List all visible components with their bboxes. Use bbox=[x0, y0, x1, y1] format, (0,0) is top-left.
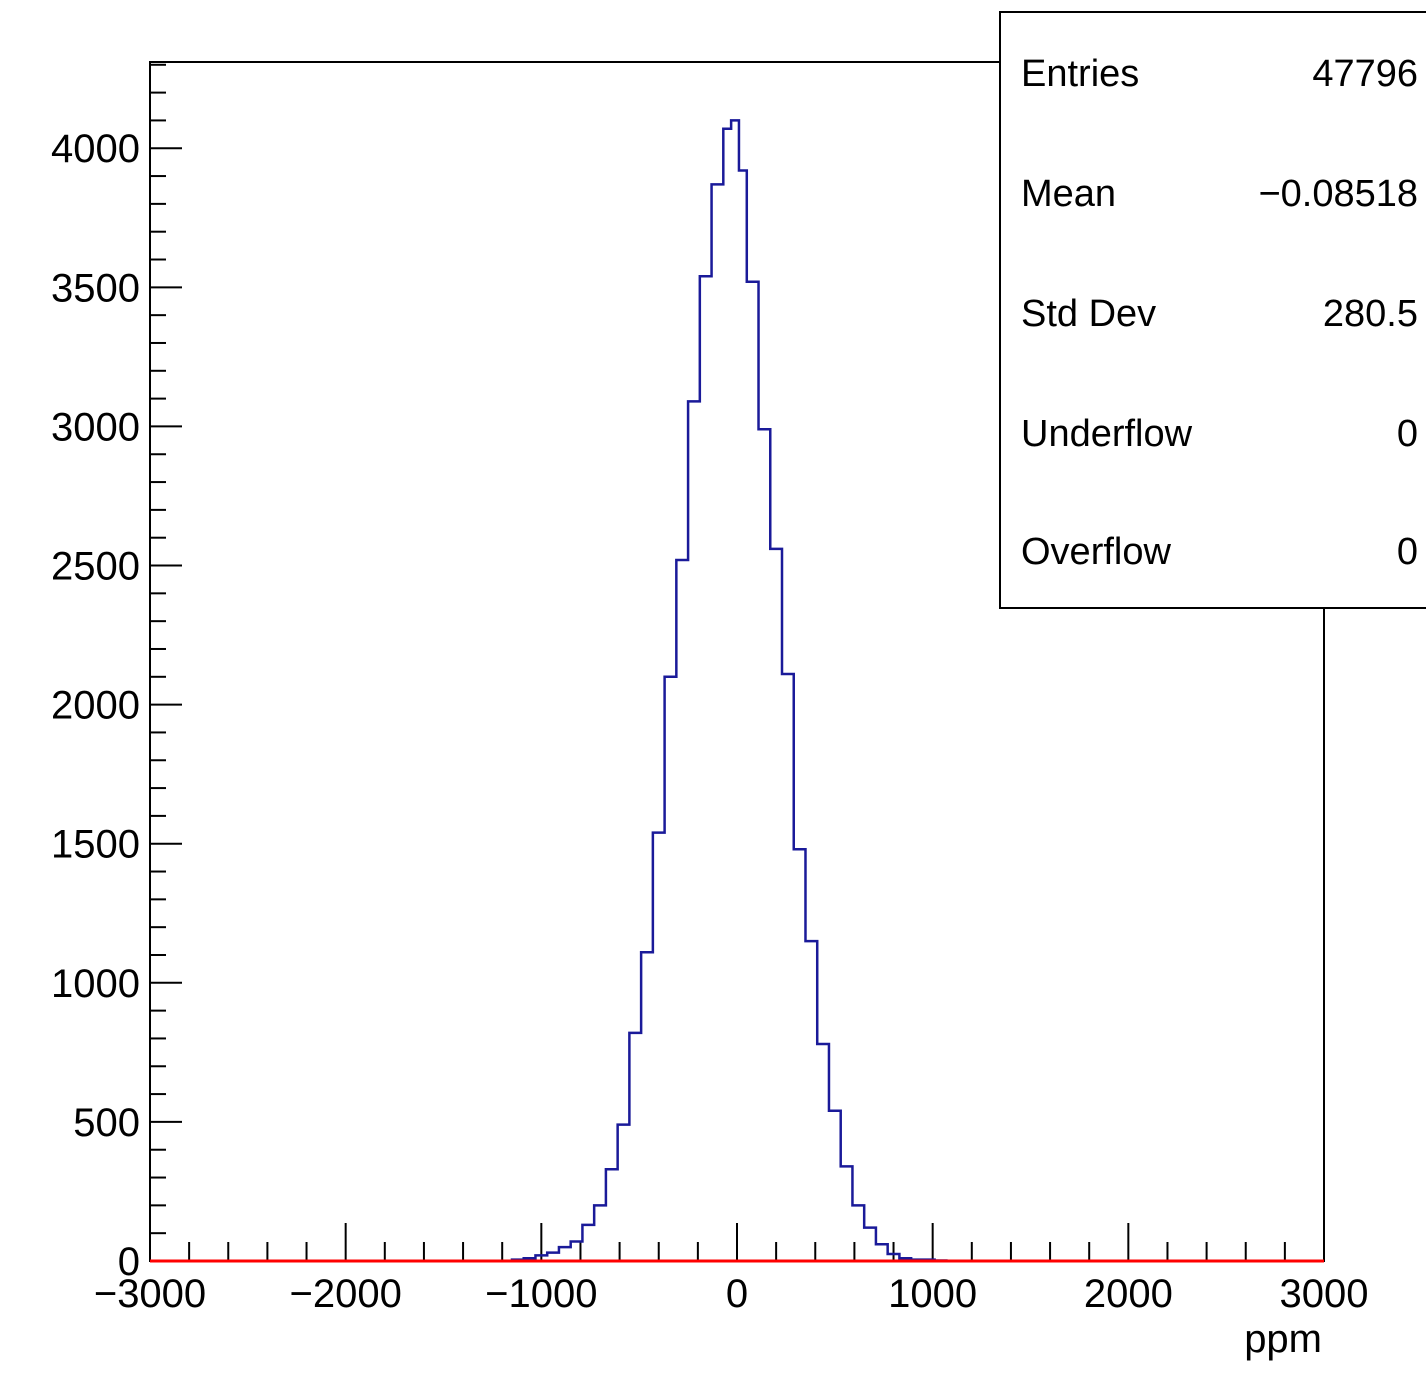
x-tick-label: −3000 bbox=[94, 1272, 206, 1316]
stats-box-frame bbox=[999, 11, 1426, 609]
stats-mean-label: Mean bbox=[1021, 173, 1116, 215]
stats-underflow-value: 0 bbox=[1397, 413, 1418, 455]
x-axis-tick-labels: −3000 −2000 −1000 0 1000 2000 3000 bbox=[94, 1272, 1369, 1316]
y-tick-label: 2500 bbox=[51, 545, 140, 589]
stats-mean-value: −0.08518 bbox=[1258, 173, 1418, 215]
x-tick-label: −2000 bbox=[289, 1272, 401, 1316]
stats-entries-value: 47796 bbox=[1312, 53, 1418, 95]
x-tick-label: −1000 bbox=[485, 1272, 597, 1316]
x-axis-title: ppm bbox=[1244, 1317, 1322, 1361]
histogram-series bbox=[510, 119, 948, 1262]
stats-overflow-label: Overflow bbox=[1021, 531, 1171, 573]
x-tick-label: 0 bbox=[726, 1272, 748, 1316]
stats-entries-label: Entries bbox=[1021, 53, 1139, 95]
y-tick-label: 3000 bbox=[51, 405, 140, 449]
stats-stddev-label: Std Dev bbox=[1021, 293, 1156, 335]
x-tick-label: 1000 bbox=[888, 1272, 977, 1316]
stats-box: Entries 47796 Mean −0.08518 Std Dev 280.… bbox=[999, 11, 1426, 609]
y-tick-label: 3500 bbox=[51, 266, 140, 310]
stats-stddev-value: 280.5 bbox=[1323, 293, 1418, 335]
y-tick-label: 4000 bbox=[51, 127, 140, 171]
y-axis-tick-labels: 0 500 1000 1500 2000 2500 3000 3500 4000 bbox=[51, 127, 140, 1284]
y-axis-ticks bbox=[150, 63, 182, 1262]
x-tick-label: 2000 bbox=[1084, 1272, 1173, 1316]
x-tick-label: 3000 bbox=[1280, 1272, 1369, 1316]
x-axis-ticks bbox=[149, 1223, 1325, 1261]
y-tick-label: 2000 bbox=[51, 684, 140, 728]
y-tick-label: 500 bbox=[73, 1101, 140, 1145]
y-tick-label: 1000 bbox=[51, 962, 140, 1006]
stats-underflow-label: Underflow bbox=[1021, 413, 1193, 455]
y-tick-label: 0 bbox=[118, 1240, 140, 1284]
stats-overflow-value: 0 bbox=[1397, 531, 1418, 573]
y-tick-label: 1500 bbox=[51, 823, 140, 867]
